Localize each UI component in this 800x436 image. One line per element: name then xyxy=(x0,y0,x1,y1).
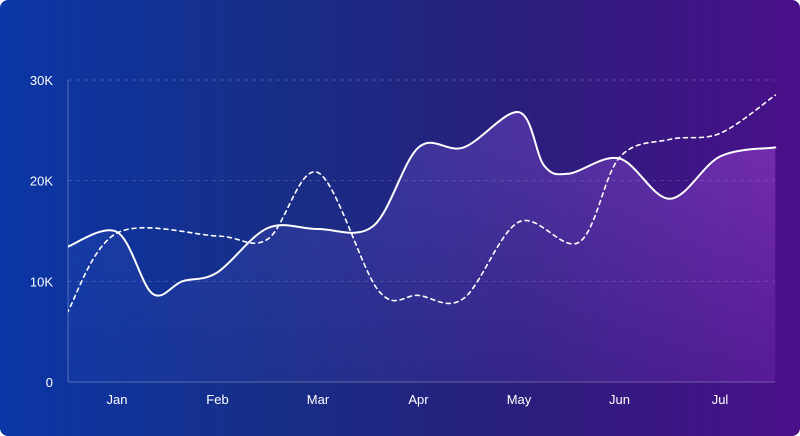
series-group xyxy=(68,94,777,382)
x-tick-label: Mar xyxy=(307,392,330,407)
y-tick-label: 30K xyxy=(30,73,53,88)
series-area-fill xyxy=(68,112,776,382)
x-axis: Jan Feb Mar Apr May Jun Jul xyxy=(107,392,729,407)
y-tick-label: 0 xyxy=(46,375,53,390)
series-line-dashed xyxy=(68,94,777,313)
y-tick-label: 20K xyxy=(30,174,53,189)
x-tick-label: Feb xyxy=(206,392,228,407)
x-tick-label: May xyxy=(507,392,532,407)
x-tick-label: Jul xyxy=(712,392,729,407)
x-tick-label: Apr xyxy=(408,392,429,407)
y-tick-label: 10K xyxy=(30,274,53,289)
x-tick-label: Jun xyxy=(609,392,630,407)
plot-area xyxy=(68,94,777,382)
series-line-solid xyxy=(68,111,777,297)
x-tick-label: Jan xyxy=(107,392,128,407)
